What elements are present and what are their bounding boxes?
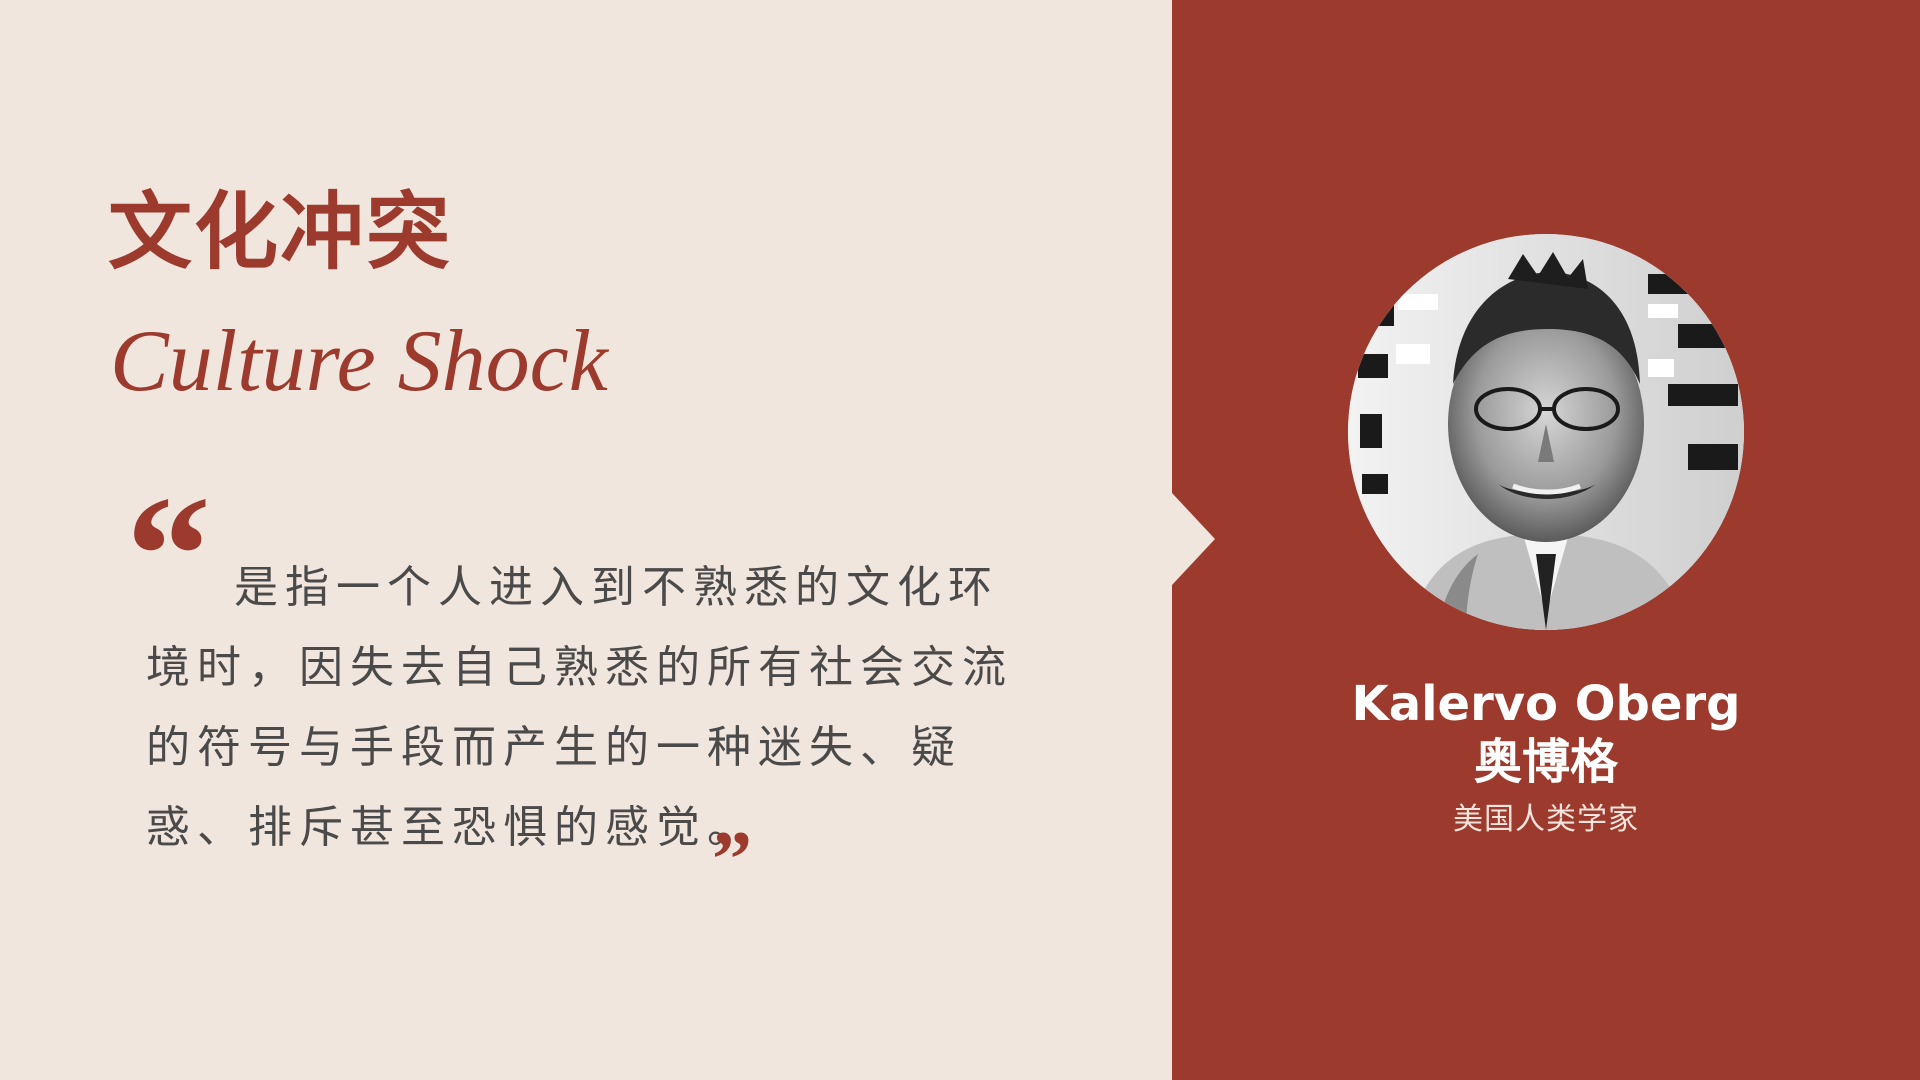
- close-quote-mark: ”: [712, 816, 752, 904]
- person-name-chinese: 奥博格: [1473, 734, 1618, 790]
- title-chinese: 文化冲突: [108, 182, 453, 281]
- person-title: 美国人类学家: [1453, 802, 1639, 837]
- panel-notch: [1172, 493, 1215, 585]
- title-english: Culture Shock: [110, 313, 608, 410]
- open-quote-mark: “: [126, 461, 211, 649]
- portrait-photo: [1348, 234, 1744, 630]
- person-name-english: Kalervo Oberg: [1351, 676, 1741, 732]
- portrait-illustration: [1348, 234, 1744, 630]
- quote-text: 是指一个人进入到不熟悉的文化环境时，因失去自己熟悉的所有社会交流的符号与手段而产…: [146, 562, 1013, 853]
